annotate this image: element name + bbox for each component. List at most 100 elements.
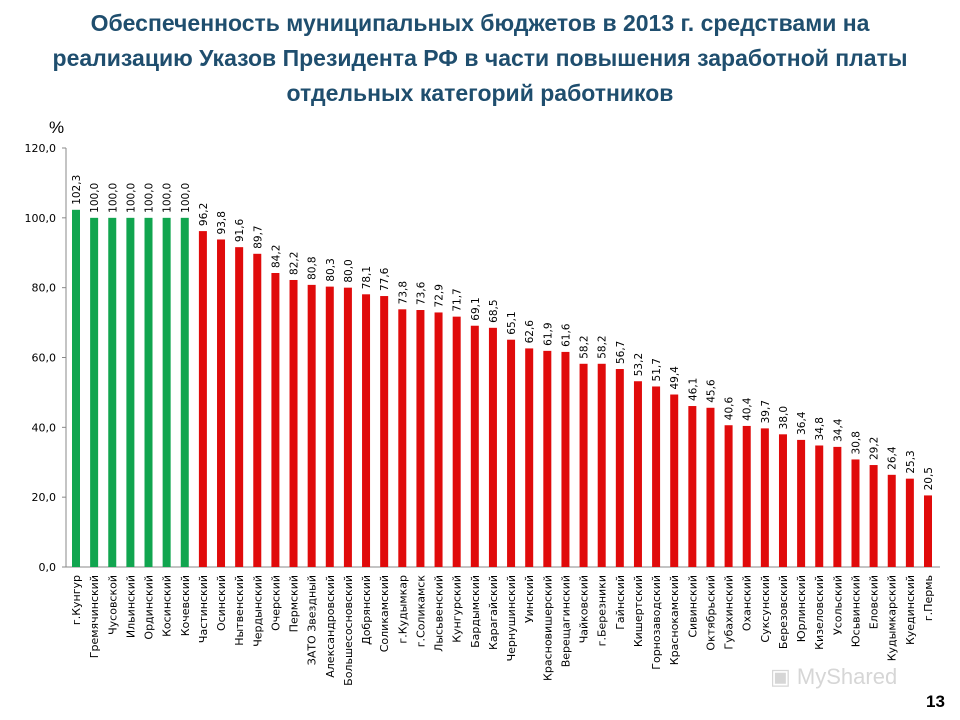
y-tick-label: 100,0 <box>25 212 57 225</box>
data-label: 93,8 <box>216 211 228 234</box>
bar <box>271 273 280 567</box>
bar <box>579 363 588 567</box>
x-tick-label: Юсьвинский <box>849 575 862 647</box>
bar <box>778 434 787 567</box>
x-tick-label: Соликамский <box>378 575 391 652</box>
x-tick-label: Куединский <box>904 575 917 645</box>
watermark-logo: ▣ MyShared <box>770 664 898 689</box>
bar <box>760 428 769 567</box>
data-label: 100,0 <box>125 183 137 213</box>
x-tick-label: г.Березники <box>596 575 609 646</box>
bar <box>706 407 715 567</box>
data-label: 80,8 <box>307 256 319 279</box>
bar <box>398 309 407 567</box>
data-label: 100,0 <box>144 183 156 213</box>
x-tick-label: Очерский <box>269 575 282 631</box>
bar <box>362 294 371 567</box>
data-label: 51,7 <box>651 358 663 381</box>
bar <box>815 445 824 567</box>
bar <box>198 231 207 567</box>
x-tick-label: Верещагинский <box>559 575 572 667</box>
data-label: 65,1 <box>506 311 518 334</box>
x-tick-label: Нытвенский <box>233 575 246 646</box>
data-label: 71,7 <box>452 288 464 311</box>
data-label: 46,1 <box>687 378 699 401</box>
bar <box>742 425 751 567</box>
y-tick-label: 80,0 <box>32 282 57 295</box>
data-label: 102,3 <box>71 175 83 205</box>
bar <box>724 425 733 567</box>
bar <box>615 369 624 567</box>
x-tick-label: Косинский <box>161 575 174 637</box>
data-label: 26,4 <box>887 446 899 470</box>
x-tick-label: Большесосновский <box>342 575 355 686</box>
bar <box>217 239 226 567</box>
x-tick-label: Кочевский <box>179 575 192 636</box>
data-label: 61,6 <box>560 323 572 347</box>
bar <box>797 439 806 567</box>
y-tick-label: 120,0 <box>25 142 57 155</box>
bar <box>289 279 298 567</box>
data-label: 40,6 <box>724 397 736 421</box>
data-label: 36,4 <box>796 411 808 435</box>
watermark-text: MyShared <box>796 664 898 689</box>
bar <box>325 286 334 567</box>
x-tick-label: Губахинский <box>723 575 736 650</box>
bar <box>688 406 697 567</box>
x-tick-label: Ординский <box>143 575 156 640</box>
data-label: 89,7 <box>252 225 264 248</box>
bar <box>652 386 661 567</box>
y-axis-label: % <box>49 118 65 137</box>
x-tick-label: г.Кунгур <box>70 575 83 625</box>
bar <box>597 363 606 567</box>
bar <box>380 296 389 567</box>
x-tick-label: Осинский <box>215 575 228 631</box>
x-tick-label: Лысьвенский <box>433 575 446 652</box>
x-tick-label: Чусовской <box>106 575 119 635</box>
y-tick-label: 20,0 <box>32 491 57 504</box>
y-tick-label: 0,0 <box>39 561 57 574</box>
x-tick-label: Октябрьский <box>704 575 717 651</box>
data-label: 91,6 <box>234 218 246 242</box>
data-label: 61,9 <box>542 322 554 345</box>
x-tick-label: Кизеловский <box>813 575 826 650</box>
bar <box>235 247 244 567</box>
bar <box>488 327 497 567</box>
data-label: 58,2 <box>597 335 609 358</box>
data-label: 96,2 <box>198 203 210 226</box>
x-tick-label: Сивинский <box>686 575 699 638</box>
bar <box>343 287 352 567</box>
x-tick-label: Уинский <box>523 575 536 623</box>
x-tick-label: Суксунский <box>759 575 772 643</box>
bar <box>924 495 932 567</box>
x-tick-label: Оханский <box>741 575 754 631</box>
x-tick-label: ЗАТО Звездный <box>306 575 319 665</box>
bar <box>108 217 117 568</box>
x-tick-label: Чердынский <box>251 575 264 647</box>
bar <box>90 217 99 568</box>
data-label: 100,0 <box>107 183 119 213</box>
data-label: 73,6 <box>415 281 427 305</box>
x-tick-label: Карагайский <box>487 575 500 650</box>
x-tick-label: Еловский <box>868 575 881 629</box>
x-tick-label: Краснокамский <box>668 575 681 665</box>
bar <box>72 209 80 568</box>
x-tick-label: г.Кудымкар <box>396 575 409 644</box>
data-label: 25,3 <box>905 450 917 473</box>
data-label: 58,2 <box>579 335 591 358</box>
bar <box>507 339 516 567</box>
data-label: 82,2 <box>289 252 301 275</box>
x-tick-label: Кудымкарский <box>886 575 899 661</box>
bar <box>887 474 896 567</box>
x-tick-label: Чернушинский <box>505 575 518 661</box>
bar <box>180 217 189 568</box>
bar <box>452 316 461 567</box>
data-label: 80,0 <box>343 259 355 282</box>
bar <box>253 253 262 568</box>
data-label: 53,2 <box>633 353 645 376</box>
chart-title: Обеспеченность муниципальных бюджетов в … <box>52 10 908 106</box>
data-label: 100,0 <box>89 183 101 213</box>
data-label: 34,8 <box>814 417 826 440</box>
data-label: 69,1 <box>470 297 482 320</box>
